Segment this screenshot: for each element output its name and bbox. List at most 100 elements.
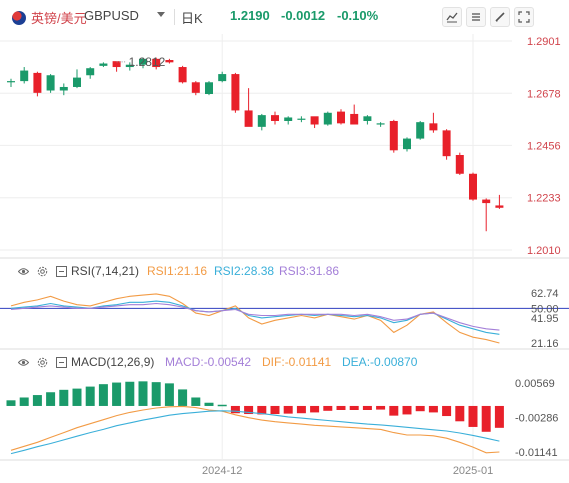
dea-name: DEA	[342, 355, 367, 369]
rsi3-name: RSI3	[279, 264, 306, 278]
candle-up	[59, 86, 68, 91]
rsi-axis-tick-label: 50.00	[531, 303, 559, 315]
macd-bar-negative	[481, 405, 491, 432]
candle-down	[337, 111, 345, 124]
price-change: -0.0012	[281, 8, 326, 23]
indicators-button[interactable]	[466, 7, 486, 27]
candle-up	[416, 122, 425, 139]
price-axis-tick-label: 1.2010	[527, 245, 561, 257]
macd-bar-negative	[336, 405, 346, 410]
candle-up	[363, 116, 372, 121]
macd-bar-negative	[468, 405, 478, 427]
macd-bar-positive	[204, 402, 214, 406]
macd-legend-label: MACD:-0.00542	[165, 355, 252, 369]
candle-up	[323, 112, 332, 125]
macd-bar-negative	[349, 405, 359, 410]
macd-bar-positive	[217, 404, 227, 407]
candle-up	[297, 118, 306, 120]
candle-down	[112, 61, 121, 68]
rsi-title: RSI(7,14,21)	[71, 264, 140, 278]
macd-bar-positive	[178, 389, 188, 406]
rsi-series-line-1	[10, 293, 500, 344]
candle-down	[271, 115, 279, 121]
indicator-switch-icon[interactable]	[56, 357, 67, 368]
macd-bar-negative	[362, 405, 372, 410]
macd-bar-negative	[296, 405, 306, 414]
macd-bar-negative	[257, 405, 267, 415]
candle-down	[469, 173, 477, 200]
price-axis-tick-label: 1.2678	[527, 88, 561, 100]
x-axis-tick-label: 2024-12	[202, 465, 242, 477]
eye-icon[interactable]	[18, 357, 29, 368]
indicators-icon	[472, 13, 480, 21]
dif-value: -0.01141	[284, 355, 332, 369]
indicator-switch-icon[interactable]	[56, 266, 67, 277]
macd-value: -0.00542	[203, 355, 252, 369]
candle-up	[86, 68, 95, 76]
candle-down	[33, 72, 42, 93]
rsi-axis-tick-label: 21.16	[531, 338, 559, 350]
macd-bar-negative	[310, 405, 320, 413]
candle-down	[231, 74, 240, 111]
price-change-pct: -0.10%	[337, 8, 379, 23]
header-divider	[174, 9, 175, 25]
macd-title: MACD(12,26,9)	[71, 355, 155, 369]
macd-bar-positive	[98, 384, 108, 406]
symbol-cn-label[interactable]: 英镑/美元	[31, 11, 87, 26]
rsi-pane	[0, 293, 569, 344]
rsi1-value: 21.16	[177, 264, 208, 278]
candle-down	[389, 120, 398, 151]
candle-down	[152, 58, 161, 68]
candle-up	[125, 64, 134, 68]
rsi-series-line-2	[10, 300, 500, 335]
candle-up	[139, 58, 147, 65]
last-price: 1.2190	[230, 8, 270, 23]
price-axis-tick-label: 1.2901	[527, 36, 561, 48]
fullscreen-button[interactable]	[514, 7, 534, 27]
macd-bar-negative	[442, 405, 452, 417]
candle-up	[257, 115, 266, 127]
macd-bar-positive	[59, 389, 69, 406]
candle-up	[99, 63, 108, 66]
candle-down	[165, 60, 174, 63]
macd-bar-negative	[270, 405, 280, 415]
macd-axis-tick-label: -0.00286	[515, 413, 558, 425]
settings-gear-icon[interactable]	[37, 266, 48, 277]
macd-bar-positive	[164, 383, 174, 406]
dea-value: -0.00870	[370, 355, 418, 369]
rsi3-value: 31.86	[309, 264, 340, 278]
macd-bar-positive	[151, 382, 161, 406]
macd-bar-negative	[455, 405, 465, 422]
candle-down	[429, 123, 438, 131]
high-price-label: 1.2812	[129, 55, 166, 69]
rsi2-value: 28.38	[244, 264, 275, 278]
candle-down	[495, 205, 504, 208]
pencil-icon	[495, 12, 505, 22]
symbol-label[interactable]: GBPUSD	[84, 8, 139, 23]
symbol-dropdown-chevron-icon[interactable]	[157, 12, 165, 17]
candle-up	[7, 81, 15, 83]
macd-bar-negative	[323, 405, 333, 411]
rsi1-legend-label: RSI1:21.16	[147, 264, 208, 278]
period-selector[interactable]: 日K	[181, 11, 203, 26]
rsi-axis-tick-label: 41.95	[531, 313, 559, 325]
macd-bar-negative	[428, 405, 438, 413]
candlestick-pane: 1.28121.2099	[7, 55, 504, 232]
candle-up	[218, 74, 227, 82]
candle-up	[376, 123, 385, 125]
macd-bar-positive	[46, 392, 56, 406]
macd-bar-negative	[244, 405, 254, 415]
settings-gear-icon[interactable]	[37, 357, 48, 368]
candle-down	[178, 67, 187, 83]
chart-type-button[interactable]	[442, 7, 462, 27]
eye-icon[interactable]	[18, 266, 29, 277]
rsi3-legend-label: RSI3:31.86	[279, 264, 340, 278]
fullscreen-icon	[518, 11, 530, 23]
macd-bar-negative	[230, 405, 240, 414]
rsi2-legend-label: RSI2:28.38	[214, 264, 275, 278]
drawing-tools-button[interactable]	[490, 7, 510, 27]
macd-bar-positive	[6, 400, 16, 406]
candle-down	[442, 130, 451, 157]
macd-bar-positive	[125, 381, 135, 406]
